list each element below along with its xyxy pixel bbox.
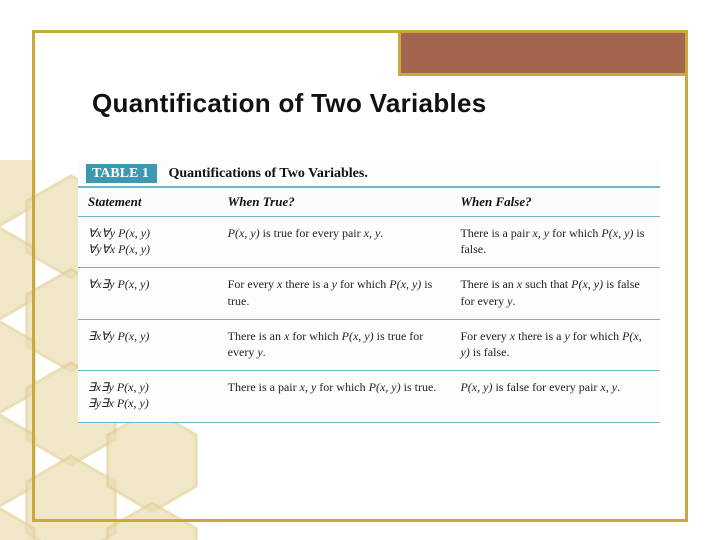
table-row: ∀x∃y P(x, y)For every x there is a y for… bbox=[78, 268, 660, 319]
table-header-row: Statement When True? When False? bbox=[78, 188, 660, 217]
cell-statement: ∃x∀y P(x, y) bbox=[78, 319, 218, 370]
cell-statement: ∀x∃y P(x, y) bbox=[78, 268, 218, 319]
col-header-when-false: When False? bbox=[450, 188, 660, 217]
cell-when-false: P(x, y) is false for every pair x, y. bbox=[450, 371, 660, 422]
table-row: ∃x∃y P(x, y) ∃y∃x P(x, y)There is a pair… bbox=[78, 371, 660, 422]
cell-statement: ∃x∃y P(x, y) ∃y∃x P(x, y) bbox=[78, 371, 218, 422]
cell-when-true: For every x there is a y for which P(x, … bbox=[218, 268, 451, 319]
slide-corner-accent bbox=[398, 30, 688, 76]
quantification-table: Statement When True? When False? ∀x∀y P(… bbox=[78, 187, 660, 423]
cell-when-true: P(x, y) is true for every pair x, y. bbox=[218, 217, 451, 268]
table-container: TABLE 1 Quantifications of Two Variables… bbox=[78, 160, 660, 423]
slide-title: Quantification of Two Variables bbox=[92, 88, 487, 119]
cell-when-true: There is an x for which P(x, y) is true … bbox=[218, 319, 451, 370]
cell-when-false: There is a pair x, y for which P(x, y) i… bbox=[450, 217, 660, 268]
table-caption: TABLE 1 Quantifications of Two Variables… bbox=[78, 160, 660, 187]
col-header-statement: Statement bbox=[78, 188, 218, 217]
col-header-when-true: When True? bbox=[218, 188, 451, 217]
table-caption-text: Quantifications of Two Variables. bbox=[168, 166, 367, 181]
table-row: ∀x∀y P(x, y) ∀y∀x P(x, y)P(x, y) is true… bbox=[78, 217, 660, 268]
table-row: ∃x∀y P(x, y)There is an x for which P(x,… bbox=[78, 319, 660, 370]
cell-statement: ∀x∀y P(x, y) ∀y∀x P(x, y) bbox=[78, 217, 218, 268]
cell-when-false: For every x there is a y for which P(x, … bbox=[450, 319, 660, 370]
cell-when-true: There is a pair x, y for which P(x, y) i… bbox=[218, 371, 451, 422]
table-caption-label: TABLE 1 bbox=[86, 164, 157, 183]
cell-when-false: There is an x such that P(x, y) is false… bbox=[450, 268, 660, 319]
